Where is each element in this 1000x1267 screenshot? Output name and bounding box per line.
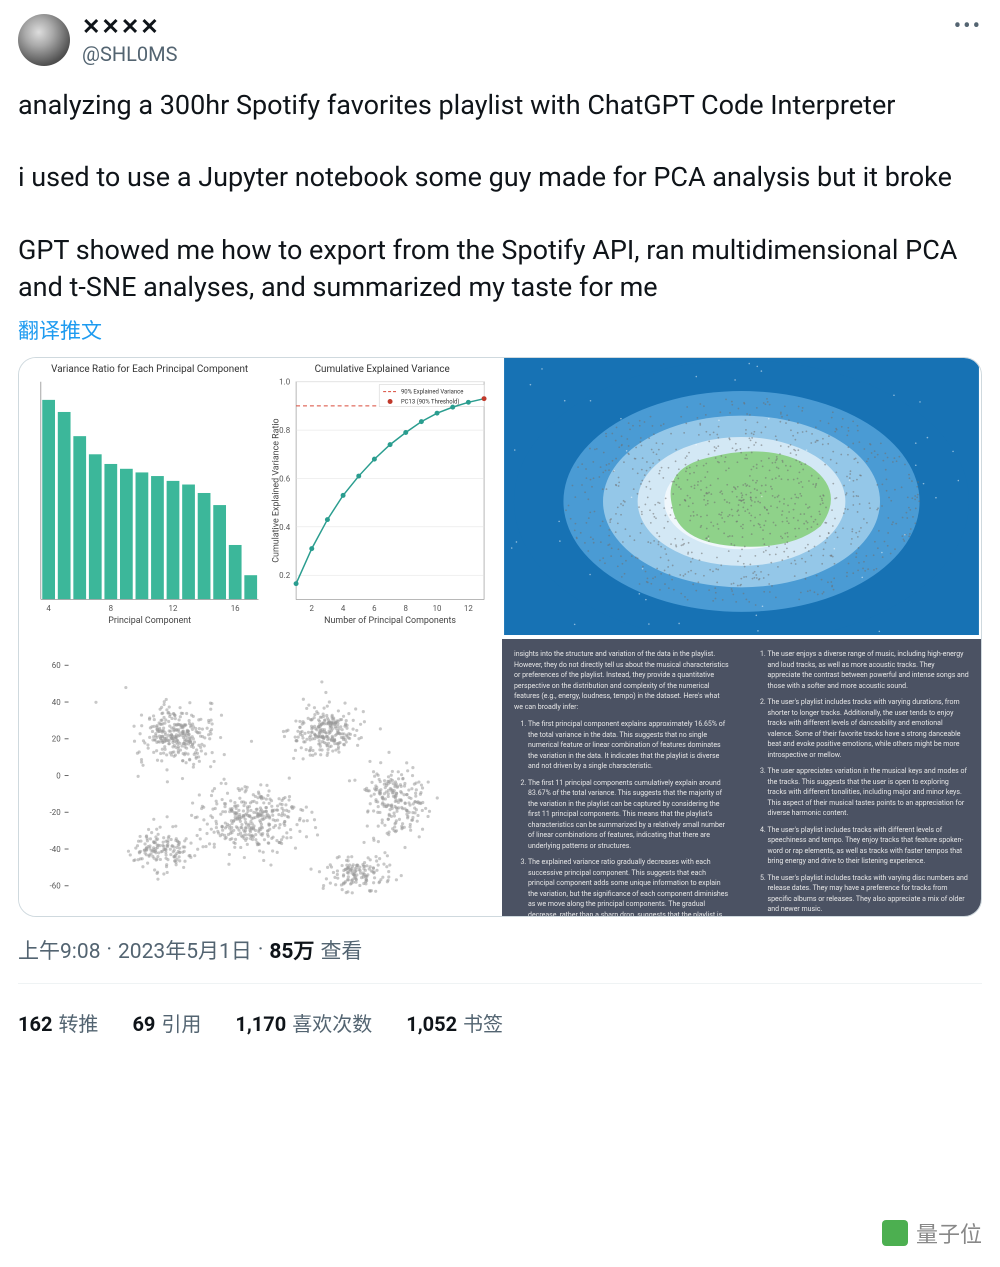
svg-text:Number of Principal Components: Number of Principal Components <box>324 616 456 626</box>
tweet-text: analyzing a 300hr Spotify favorites play… <box>18 67 982 310</box>
media-grid[interactable]: Variance Ratio for Each Principal Compon… <box>18 357 982 917</box>
svg-text:90% Explained Variance: 90% Explained Variance <box>401 389 463 396</box>
watermark-icon <box>882 1220 908 1246</box>
likes-stat[interactable]: 1,170喜欢次数 <box>235 1008 372 1037</box>
svg-text:Cumulative Explained Variance: Cumulative Explained Variance Ratio <box>271 419 281 563</box>
svg-text:0: 0 <box>56 772 60 781</box>
views-label: 查看 <box>320 935 362 965</box>
analysis-col-right: The user enjoys a diverse range of music… <box>742 639 982 916</box>
svg-text:12: 12 <box>169 604 178 613</box>
views-count: 85万 <box>269 935 314 965</box>
svg-text:12: 12 <box>464 604 473 613</box>
media-image-2[interactable] <box>502 358 981 635</box>
divider <box>18 983 982 984</box>
analysis-col-left: insights into the structure and variatio… <box>502 639 742 916</box>
media-image-3[interactable]: -60 -40 -20 0 20 40 60 <box>19 639 498 916</box>
tweet-date[interactable]: 2023年5月1日 <box>118 935 252 965</box>
svg-text:20: 20 <box>52 735 61 744</box>
tweet-time[interactable]: 上午9:08 <box>18 935 101 965</box>
svg-text:-40: -40 <box>50 845 61 854</box>
translate-link[interactable]: 翻译推文 <box>18 309 102 357</box>
tweet-header: ✕✕✕✕ @SHL0MS ••• <box>18 14 982 67</box>
line-chart-title: Cumulative Explained Variance <box>315 364 450 375</box>
author-name-block[interactable]: ✕✕✕✕ @SHL0MS <box>82 14 177 67</box>
svg-text:2: 2 <box>310 604 315 613</box>
svg-text:8: 8 <box>109 604 114 613</box>
svg-text:8: 8 <box>404 604 409 613</box>
svg-text:16: 16 <box>231 604 240 613</box>
svg-text:4: 4 <box>341 604 346 613</box>
tweet-container: ✕✕✕✕ @SHL0MS ••• analyzing a 300hr Spoti… <box>0 0 1000 1053</box>
svg-text:10: 10 <box>433 604 442 613</box>
bookmarks-stat[interactable]: 1,052书签 <box>406 1008 503 1037</box>
quotes-stat[interactable]: 69引用 <box>132 1008 201 1037</box>
display-name: ✕✕✕✕ <box>82 14 177 42</box>
stats-row: 162转推 69引用 1,170喜欢次数 1,052书签 <box>18 992 982 1053</box>
svg-text:40: 40 <box>52 698 61 707</box>
watermark: 量子位 <box>882 1217 982 1249</box>
svg-text:0.2: 0.2 <box>279 571 291 580</box>
svg-text:1.0: 1.0 <box>279 378 290 387</box>
media-image-1[interactable]: Variance Ratio for Each Principal Compon… <box>19 358 498 635</box>
media-image-4[interactable]: insights into the structure and variatio… <box>502 639 981 916</box>
svg-text:4: 4 <box>46 604 51 613</box>
svg-text:Principal Component: Principal Component <box>108 616 191 626</box>
handle: @SHL0MS <box>82 42 177 67</box>
svg-text:6: 6 <box>372 604 377 613</box>
svg-text:PC13 (90% Threshold): PC13 (90% Threshold) <box>401 399 460 406</box>
bar-chart-title: Variance Ratio for Each Principal Compon… <box>51 364 248 375</box>
avatar[interactable] <box>18 14 70 66</box>
svg-text:-60: -60 <box>50 882 61 891</box>
retweets-stat[interactable]: 162转推 <box>18 1008 98 1037</box>
svg-text:60: 60 <box>52 661 61 670</box>
tweet-meta: 上午9:08 · 2023年5月1日 · 85万 查看 <box>18 917 982 975</box>
more-menu-icon[interactable]: ••• <box>954 14 982 39</box>
svg-text:-20: -20 <box>50 808 61 817</box>
